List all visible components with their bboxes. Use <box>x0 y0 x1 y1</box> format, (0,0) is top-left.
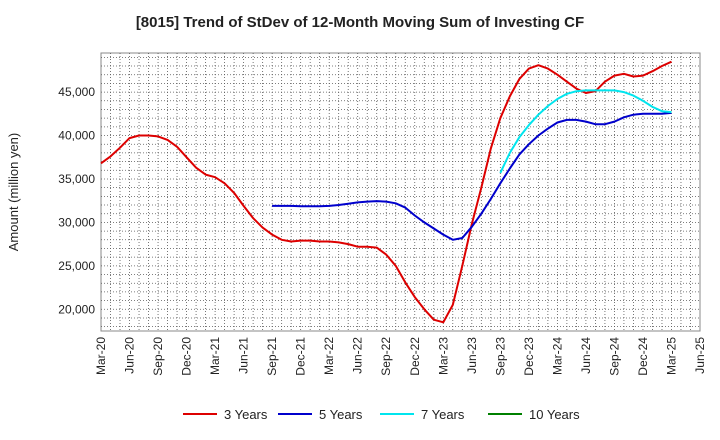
x-tick-label: Jun-22 <box>351 337 365 374</box>
plot-frame <box>100 52 701 332</box>
x-tick-label: Jun-23 <box>465 337 479 374</box>
grid-layer <box>100 52 701 332</box>
y-tick-label: 25,000 <box>58 259 95 273</box>
x-tick-label: Mar-24 <box>550 337 564 375</box>
x-tick-label: Mar-23 <box>436 337 450 375</box>
x-tick-label: Dec-20 <box>180 337 194 376</box>
x-tick-label: Dec-24 <box>636 337 650 376</box>
x-tick-label: Sep-21 <box>265 337 279 376</box>
x-tick-label: Sep-24 <box>607 337 621 376</box>
x-tick-label: Jun-25 <box>693 337 707 374</box>
x-tick-label: Dec-21 <box>294 337 308 376</box>
x-tick-label: Jun-21 <box>237 337 251 374</box>
x-tick-label: Jun-20 <box>123 337 137 374</box>
legend-label-5-years: 5 Years <box>319 407 363 422</box>
y-tick-label: 30,000 <box>58 215 95 229</box>
y-tick-label: 20,000 <box>58 302 95 316</box>
y-tick-label: 40,000 <box>58 129 95 143</box>
series-layer <box>100 60 672 324</box>
x-tick-label: Mar-22 <box>322 337 336 375</box>
legend-label-10-years: 10 Years <box>529 407 580 422</box>
x-tick-label: Jun-24 <box>579 337 593 374</box>
y-tick-label: 35,000 <box>58 172 95 186</box>
x-tick-label: Dec-23 <box>522 337 536 376</box>
x-tick-label: Sep-20 <box>151 337 165 376</box>
series-line-7-years <box>499 89 672 174</box>
legend-label-7-years: 7 Years <box>421 407 465 422</box>
series-line-5-years <box>272 111 672 241</box>
x-tick-label: Sep-22 <box>379 337 393 376</box>
legend-label-3-years: 3 Years <box>224 407 268 422</box>
x-tick-label: Sep-23 <box>493 337 507 376</box>
x-tick-label: Mar-20 <box>94 337 108 375</box>
axis-layer: Mar-20 Jun-20 Sep-20 Dec-20 Mar-21 Jun-21 Sep-… <box>6 85 707 376</box>
y-axis-title: Amount (million yen) <box>6 133 21 252</box>
legend-layer: 3 Years 5 Years 7 Years 10 Years <box>183 407 580 422</box>
x-tick-label: Mar-25 <box>664 337 678 375</box>
chart-title: [8015] Trend of StDev of 12-Month Moving… <box>135 14 585 31</box>
series-line-3-years <box>100 60 672 324</box>
y-tick-label: 45,000 <box>58 85 95 99</box>
x-tick-label: Mar-21 <box>208 337 222 375</box>
x-tick-label: Dec-22 <box>408 337 422 376</box>
